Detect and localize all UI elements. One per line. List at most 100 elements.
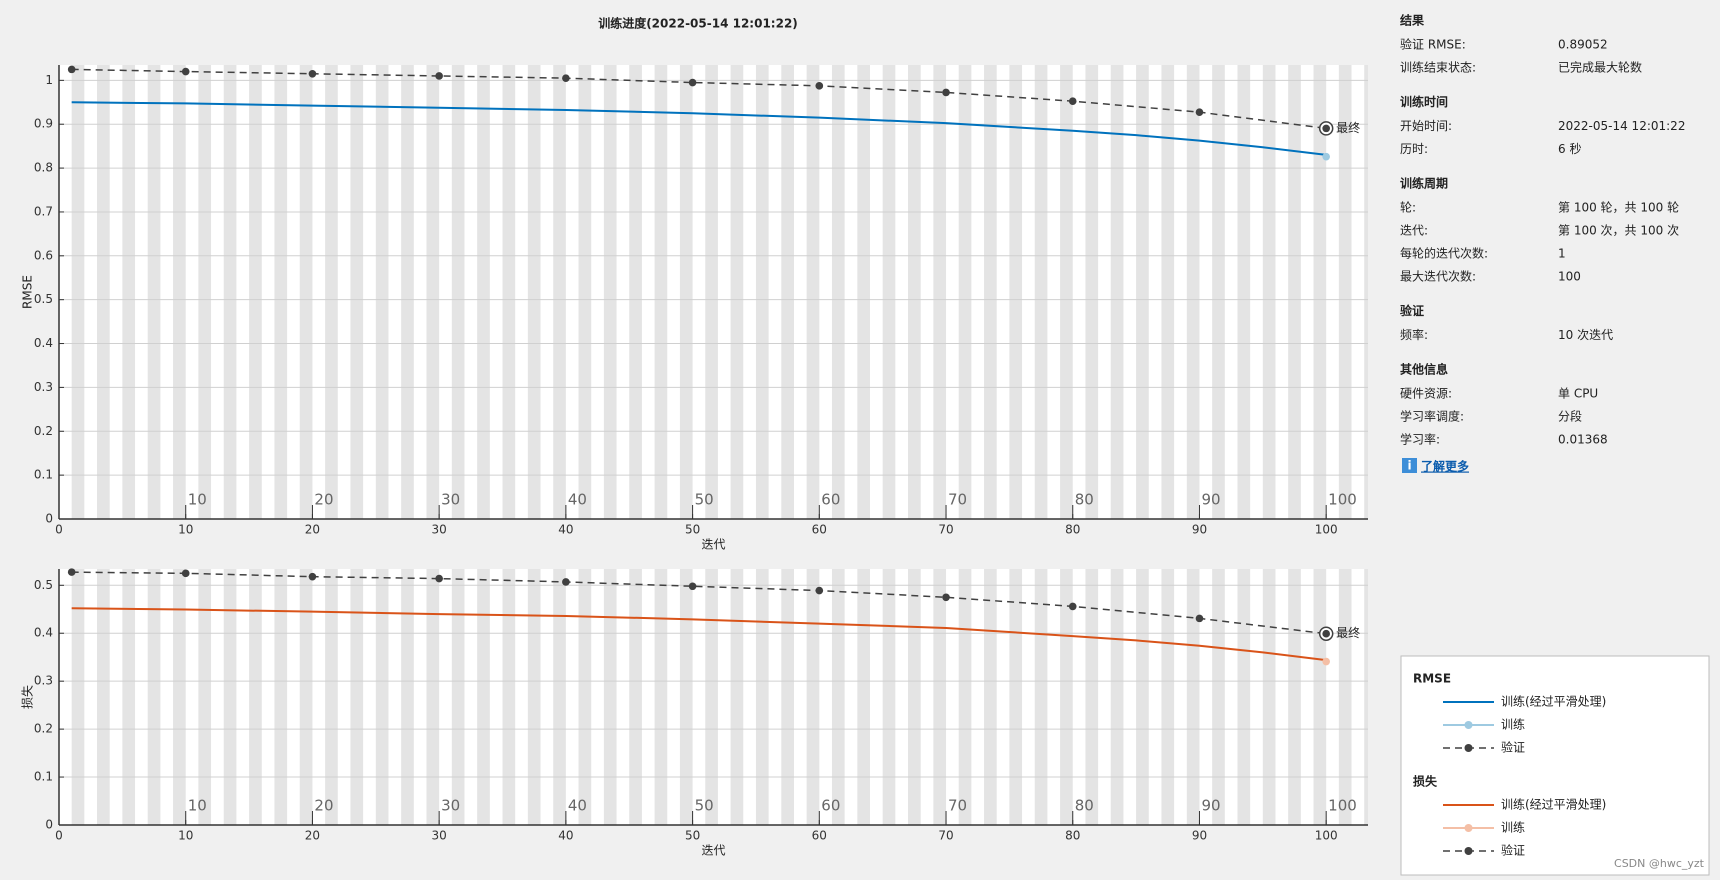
epoch-stripe bbox=[350, 569, 364, 825]
legend-label: 训练(经过平滑处理) bbox=[1501, 797, 1606, 812]
learn-more-link[interactable]: 了解更多 bbox=[1421, 459, 1469, 474]
epoch-stripe bbox=[1034, 65, 1048, 519]
info-label: 硬件资源: bbox=[1400, 387, 1452, 401]
epoch-stripe bbox=[857, 569, 870, 825]
info-value: 分段 bbox=[1558, 409, 1582, 424]
info-value: 第 100 轮，共 100 轮 bbox=[1558, 201, 1679, 215]
series-marker bbox=[1068, 97, 1077, 105]
y-tick-label: 0 bbox=[45, 818, 53, 832]
series-marker bbox=[942, 593, 950, 602]
epoch-stripe bbox=[274, 569, 288, 825]
legend-marker bbox=[1464, 847, 1473, 855]
series-marker bbox=[67, 568, 76, 576]
y-tick-label: 0.4 bbox=[34, 626, 53, 640]
epoch-tick-label: 60 bbox=[821, 797, 840, 815]
epoch-stripe bbox=[1212, 569, 1225, 825]
epoch-stripe bbox=[679, 569, 693, 825]
epoch-stripe bbox=[249, 65, 262, 519]
epoch-stripe bbox=[654, 65, 668, 519]
epoch-stripe bbox=[705, 569, 718, 825]
epoch-stripe bbox=[984, 65, 997, 519]
epoch-stripe bbox=[755, 569, 769, 825]
epoch-tick-label: 60 bbox=[821, 491, 840, 509]
x-tick-label: 50 bbox=[685, 829, 700, 843]
epoch-stripe bbox=[629, 65, 642, 519]
x-tick-label: 80 bbox=[1065, 829, 1080, 843]
legend-marker bbox=[1464, 721, 1473, 729]
x-tick-label: 70 bbox=[938, 829, 953, 843]
series-marker bbox=[688, 78, 697, 87]
epoch-stripe bbox=[97, 569, 110, 825]
x-tick-label: 40 bbox=[558, 829, 573, 843]
legend-label: 训练 bbox=[1501, 717, 1525, 732]
epoch-stripe bbox=[654, 569, 668, 825]
x-tick-label: 10 bbox=[178, 829, 193, 843]
series-marker bbox=[942, 88, 950, 97]
section-title: 结果 bbox=[1400, 13, 1424, 28]
epoch-stripe bbox=[1136, 569, 1149, 825]
x-tick-label: 20 bbox=[305, 523, 320, 537]
epoch-stripe bbox=[451, 569, 465, 825]
y-tick-label: 0.8 bbox=[34, 161, 53, 175]
epoch-stripe bbox=[299, 569, 313, 825]
epoch-stripe bbox=[1186, 569, 1200, 825]
epoch-stripe bbox=[1110, 569, 1124, 825]
epoch-tick-label: 80 bbox=[1075, 491, 1094, 509]
y-tick-label: 0.3 bbox=[34, 674, 53, 688]
y-tick-label: 0.4 bbox=[34, 336, 53, 350]
info-label: 频率: bbox=[1400, 327, 1428, 342]
info-value: 0.01368 bbox=[1558, 433, 1608, 447]
x-tick-label: 0 bbox=[55, 523, 63, 537]
epoch-stripe bbox=[1212, 65, 1225, 519]
epoch-stripe bbox=[882, 65, 896, 519]
epoch-stripe bbox=[1262, 569, 1276, 825]
y-tick-label: 0 bbox=[45, 512, 53, 526]
epoch-stripe bbox=[198, 569, 212, 825]
epoch-stripe bbox=[1009, 569, 1023, 825]
final-marker bbox=[1322, 124, 1330, 133]
info-label: 验证 RMSE: bbox=[1400, 37, 1466, 52]
epoch-stripe bbox=[1110, 65, 1124, 519]
legend-marker bbox=[1464, 744, 1473, 752]
epoch-stripe bbox=[350, 65, 364, 519]
x-tick-label: 40 bbox=[558, 523, 573, 537]
epoch-tick-label: 10 bbox=[188, 797, 207, 815]
epoch-stripe bbox=[806, 569, 820, 825]
epoch-stripe bbox=[375, 65, 389, 519]
epoch-stripe bbox=[122, 569, 136, 825]
legend-label: 验证 bbox=[1501, 740, 1525, 755]
legend-marker bbox=[1464, 824, 1473, 832]
epoch-stripe bbox=[1364, 65, 1368, 519]
epoch-tick-label: 40 bbox=[568, 797, 587, 815]
x-tick-label: 0 bbox=[55, 829, 63, 843]
epoch-stripe bbox=[730, 569, 744, 825]
epoch-stripe bbox=[755, 65, 769, 519]
y-axis-label: 损失 bbox=[20, 685, 35, 709]
final-label: 最终 bbox=[1336, 120, 1360, 135]
epoch-stripe bbox=[1338, 569, 1352, 825]
epoch-stripe bbox=[1262, 65, 1276, 519]
epoch-tick-label: 80 bbox=[1075, 797, 1094, 815]
epoch-stripe bbox=[1237, 569, 1251, 825]
epoch-stripe bbox=[933, 65, 947, 519]
info-label: 学习率: bbox=[1400, 432, 1440, 447]
info-value: 0.89052 bbox=[1558, 38, 1608, 52]
x-tick-label: 100 bbox=[1315, 523, 1338, 537]
epoch-stripe bbox=[984, 569, 997, 825]
legend-box bbox=[1400, 655, 1710, 876]
series-marker bbox=[181, 67, 190, 76]
epoch-tick-label: 30 bbox=[441, 491, 460, 509]
series-marker bbox=[1322, 657, 1330, 666]
x-tick-label: 30 bbox=[432, 523, 447, 537]
epoch-tick-label: 20 bbox=[314, 797, 333, 815]
epoch-stripe bbox=[451, 65, 465, 519]
epoch-stripe bbox=[147, 569, 161, 825]
x-tick-label: 30 bbox=[432, 829, 447, 843]
x-tick-label: 100 bbox=[1315, 829, 1338, 843]
epoch-stripe bbox=[553, 569, 566, 825]
series-marker bbox=[815, 82, 824, 90]
epoch-stripe bbox=[426, 65, 440, 519]
x-tick-label: 60 bbox=[812, 523, 827, 537]
series-marker bbox=[308, 572, 317, 581]
epoch-stripe bbox=[629, 569, 642, 825]
